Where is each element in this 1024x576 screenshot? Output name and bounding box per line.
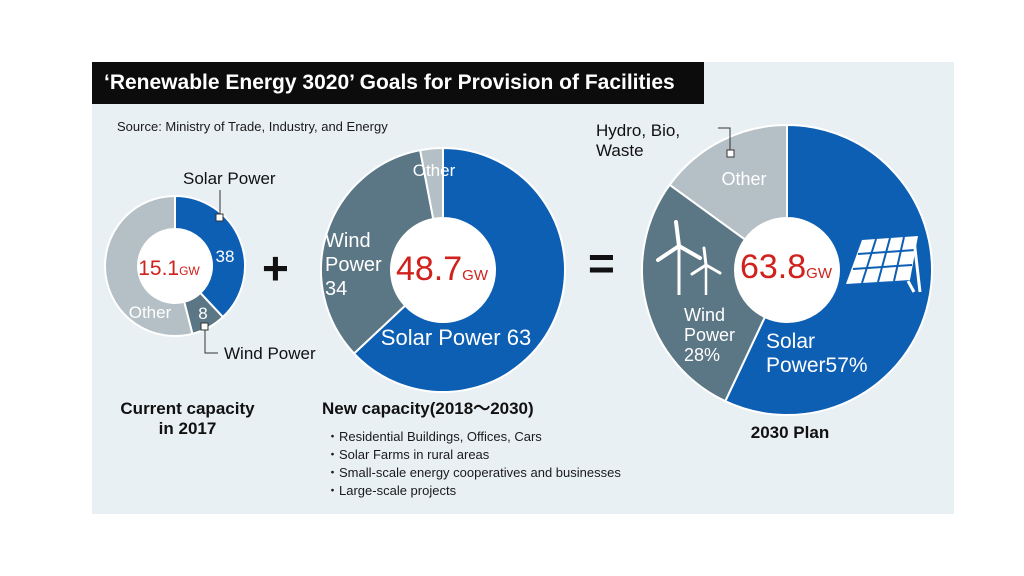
donut-label-wind: Wind Power 28% bbox=[684, 305, 740, 365]
total-unit: GW bbox=[806, 265, 833, 282]
wind-label-line-3: 28% bbox=[684, 345, 720, 365]
caption-current: Current capacity in 2017 bbox=[100, 399, 275, 439]
wind-label-line-1: Wind bbox=[325, 230, 371, 252]
caption-line-1: Current capacity bbox=[120, 399, 255, 418]
solar-callout-marker bbox=[215, 213, 224, 222]
current-capacity-donut: 38 8 Other 15.1GW Solar Power Wind Power bbox=[104, 169, 316, 363]
donut-label-wind: Wind Power 34 bbox=[325, 230, 387, 300]
callout-line-2: Waste bbox=[596, 141, 644, 160]
total-unit: GW bbox=[462, 267, 489, 284]
solar-label-line-2: Power57% bbox=[766, 354, 868, 377]
plus-sign: + bbox=[262, 242, 289, 294]
new-capacity-list: Residential Buildings, Offices, Cars Sol… bbox=[326, 428, 621, 500]
equals-sign: = bbox=[588, 237, 615, 289]
list-item: Residential Buildings, Offices, Cars bbox=[326, 428, 621, 446]
caption-line-2: in 2017 bbox=[158, 419, 217, 438]
total-15-1: 15.1GW bbox=[138, 257, 200, 280]
solar-label-line-1: Solar bbox=[766, 330, 815, 353]
new-capacity-donut: Other Wind Power 34 Solar Power 63 48.7G… bbox=[320, 146, 566, 393]
plan-2030-donut: Other Wind Power 28% Solar Power57% 63.8… bbox=[596, 121, 933, 416]
hydro-callout-label: Hydro, Bio, Waste bbox=[596, 121, 685, 160]
wind-turbine-icon bbox=[656, 220, 722, 295]
wind-label-line-2: Power bbox=[684, 325, 735, 345]
donut-label-solar: Solar Power 63 bbox=[381, 325, 531, 350]
infographic-title: ‘Renewable Energy 3020’ Goals for Provis… bbox=[92, 62, 704, 104]
wind-label-line-3: 34 bbox=[325, 278, 347, 300]
donut-hole bbox=[735, 218, 839, 322]
solar-panel-icon bbox=[846, 236, 922, 293]
total-value: 15.1 bbox=[138, 257, 179, 280]
donut-label-other: Other bbox=[413, 161, 456, 180]
solar-callout-label: Solar Power bbox=[183, 169, 276, 188]
list-item: Solar Farms in rural areas bbox=[326, 446, 621, 464]
total-value: 48.7 bbox=[396, 250, 462, 288]
wind-callout-label: Wind Power bbox=[224, 344, 316, 363]
donut-hole bbox=[391, 218, 495, 322]
donut-hole bbox=[138, 229, 212, 303]
donut-slice-wind bbox=[641, 183, 767, 403]
hydro-callout-marker bbox=[726, 149, 735, 158]
donut-label-solar: Solar Power57% bbox=[766, 330, 868, 377]
caption-new: New capacity(2018～2030) bbox=[322, 399, 534, 418]
donut-label-solar-value: 38 bbox=[216, 247, 235, 266]
total-value: 63.8 bbox=[740, 248, 806, 286]
total-63-8: 63.8GW bbox=[740, 248, 833, 286]
hydro-callout-line bbox=[718, 127, 731, 150]
donut-label-wind-value: 8 bbox=[198, 304, 207, 323]
list-item: Large-scale projects bbox=[326, 482, 621, 500]
donut-label-other: Other bbox=[721, 169, 766, 189]
wind-callout-marker bbox=[200, 322, 209, 331]
total-48-7: 48.7GW bbox=[396, 250, 489, 288]
caption-2030: 2030 Plan bbox=[750, 423, 830, 442]
wind-label-line-2: Power bbox=[325, 254, 382, 276]
total-unit: GW bbox=[179, 264, 200, 278]
donut-label-other: Other bbox=[129, 303, 172, 322]
source-note: Source: Ministry of Trade, Industry, and… bbox=[117, 119, 388, 134]
wind-label-line-1: Wind bbox=[684, 305, 725, 325]
list-item: Small-scale energy cooperatives and busi… bbox=[326, 464, 621, 482]
callout-line-1: Hydro, Bio, bbox=[596, 121, 680, 140]
wind-callout-line bbox=[204, 330, 218, 354]
